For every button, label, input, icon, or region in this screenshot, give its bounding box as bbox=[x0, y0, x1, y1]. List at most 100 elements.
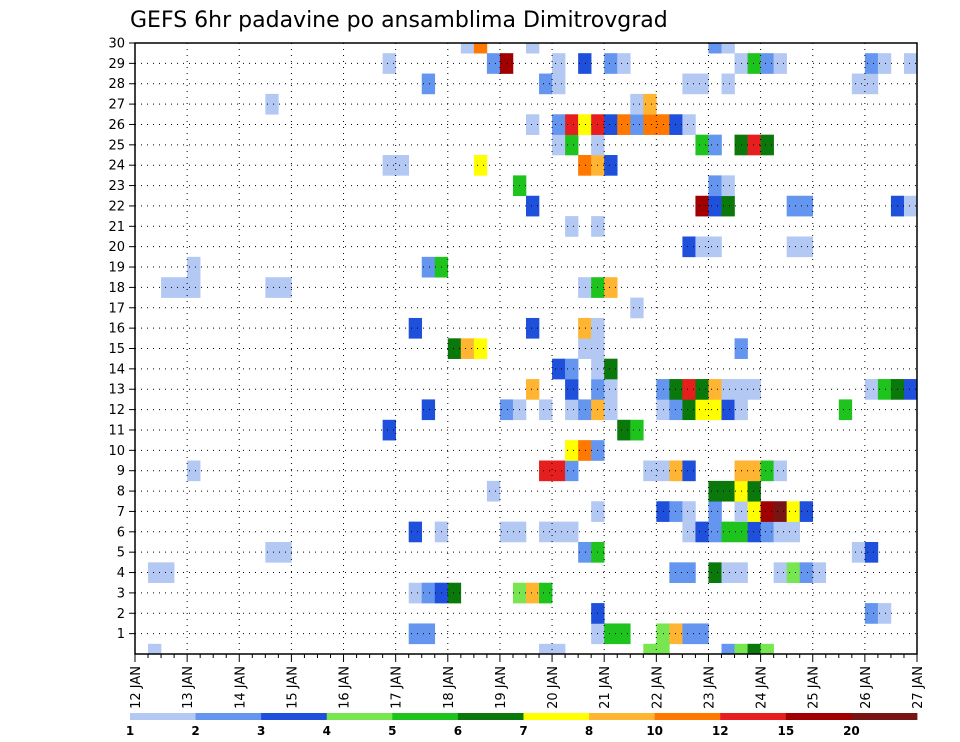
heatmap-cell bbox=[473, 43, 488, 54]
heatmap-cell bbox=[773, 460, 787, 482]
heatmap-cell bbox=[864, 379, 879, 400]
legend-label: 6 bbox=[454, 724, 462, 738]
heatmap-cell bbox=[760, 134, 774, 156]
heatmap-cell bbox=[747, 521, 761, 543]
legend-swatch bbox=[654, 713, 721, 720]
heatmap-cell bbox=[643, 93, 657, 115]
legend-swatch bbox=[785, 713, 852, 720]
y-tick-label: 22 bbox=[108, 199, 125, 214]
heatmap-cell bbox=[773, 501, 787, 522]
heatmap-cell bbox=[539, 643, 553, 655]
heatmap-cell bbox=[669, 501, 683, 522]
heatmap-cell bbox=[708, 501, 722, 522]
heatmap-cell bbox=[760, 460, 774, 482]
heatmap-cell bbox=[903, 195, 918, 217]
heatmap-cell bbox=[174, 277, 188, 298]
heatmap-cell bbox=[708, 175, 722, 197]
heatmap-cell bbox=[539, 521, 553, 543]
legend-swatch bbox=[195, 713, 262, 720]
heatmap-cell bbox=[786, 236, 800, 258]
heatmap-cell bbox=[643, 114, 657, 135]
heatmap-cell bbox=[747, 134, 761, 156]
y-tick-label: 9 bbox=[117, 464, 125, 479]
x-tick-label: 16 JAN bbox=[338, 666, 353, 709]
heatmap-cell bbox=[578, 155, 592, 176]
heatmap-cell bbox=[187, 256, 201, 278]
x-tick-label: 17 JAN bbox=[390, 666, 405, 709]
heatmap-cell bbox=[708, 43, 722, 54]
heatmap-cell bbox=[499, 53, 514, 74]
heatmap-cell bbox=[473, 338, 488, 359]
legend-label: 4 bbox=[323, 724, 331, 738]
x-tick-label: 22 JAN bbox=[650, 666, 665, 709]
heatmap-cell bbox=[604, 399, 618, 421]
heatmap-cell bbox=[669, 623, 683, 645]
heatmap-cell bbox=[669, 379, 683, 400]
heatmap-cell bbox=[877, 603, 892, 624]
heatmap-cell bbox=[630, 419, 644, 441]
heatmap-cell bbox=[578, 114, 592, 135]
heatmap-cell bbox=[773, 521, 787, 543]
heatmap-cell bbox=[408, 582, 423, 604]
heatmap-cell bbox=[447, 338, 462, 359]
x-tick-label: 13 JAN bbox=[181, 666, 196, 709]
heatmap-cell bbox=[708, 379, 722, 400]
heatmap-cell bbox=[760, 501, 774, 522]
legend-swatch bbox=[720, 713, 787, 720]
x-tick-label: 12 JAN bbox=[129, 666, 144, 709]
legend-swatch bbox=[457, 713, 524, 720]
legend-swatch bbox=[130, 713, 196, 720]
heatmap-cell bbox=[747, 460, 761, 482]
heatmap-cell bbox=[721, 43, 735, 54]
y-tick-label: 18 bbox=[108, 281, 125, 296]
heatmap-cell bbox=[708, 195, 722, 217]
heatmap-cell bbox=[552, 114, 566, 135]
y-tick-label: 20 bbox=[108, 240, 125, 255]
y-tick-label: 12 bbox=[108, 403, 125, 418]
heatmap-cell bbox=[408, 317, 423, 339]
x-tick-label: 25 JAN bbox=[807, 666, 822, 709]
heatmap-cell bbox=[552, 73, 566, 95]
heatmap-cell bbox=[656, 643, 670, 655]
heatmap-cell bbox=[421, 256, 436, 278]
y-tick-label: 4 bbox=[117, 566, 125, 581]
heatmap-cell bbox=[187, 277, 201, 298]
heatmap-cell bbox=[747, 501, 761, 522]
heatmap-cell bbox=[708, 480, 722, 502]
y-tick-label: 10 bbox=[108, 444, 125, 459]
heatmap-cell bbox=[708, 134, 722, 156]
y-tick-label: 25 bbox=[108, 138, 125, 153]
heatmap-cell bbox=[265, 93, 279, 115]
x-tick-label: 27 JAN bbox=[911, 666, 926, 709]
heatmap-cell bbox=[721, 521, 735, 543]
heatmap-cell bbox=[851, 73, 866, 95]
heatmap-cell bbox=[382, 155, 396, 176]
heatmap-cell bbox=[617, 53, 631, 74]
heatmap-cell bbox=[630, 297, 644, 319]
heatmap-cell bbox=[539, 582, 553, 604]
y-tick-label: 27 bbox=[108, 98, 125, 113]
heatmap-cell bbox=[877, 53, 892, 74]
heatmap-cell bbox=[473, 155, 488, 176]
heatmap-cell bbox=[682, 399, 696, 421]
heatmap-cell bbox=[265, 277, 279, 298]
legend-swatch bbox=[589, 713, 656, 720]
heatmap-cell bbox=[630, 114, 644, 135]
heatmap-cell bbox=[864, 541, 879, 563]
heatmap-cell bbox=[695, 236, 709, 258]
y-tick-label: 30 bbox=[108, 37, 125, 52]
heatmap-cell bbox=[786, 195, 800, 217]
heatmap-cell bbox=[161, 562, 175, 584]
heatmap-cell bbox=[578, 317, 592, 339]
chart-title: GEFS 6hr padavine po ansamblima Dimitrov… bbox=[130, 8, 668, 33]
heatmap-cell bbox=[617, 114, 631, 135]
heatmap-cell bbox=[539, 73, 553, 95]
y-tick-label: 1 bbox=[117, 627, 125, 642]
y-tick-label: 28 bbox=[108, 77, 125, 92]
heatmap-cell bbox=[552, 134, 566, 156]
heatmap-cell bbox=[460, 43, 475, 54]
heatmap-cell bbox=[682, 460, 696, 482]
heatmap-cell bbox=[786, 562, 800, 584]
heatmap-cell bbox=[669, 399, 683, 421]
heatmap-cell bbox=[421, 73, 436, 95]
